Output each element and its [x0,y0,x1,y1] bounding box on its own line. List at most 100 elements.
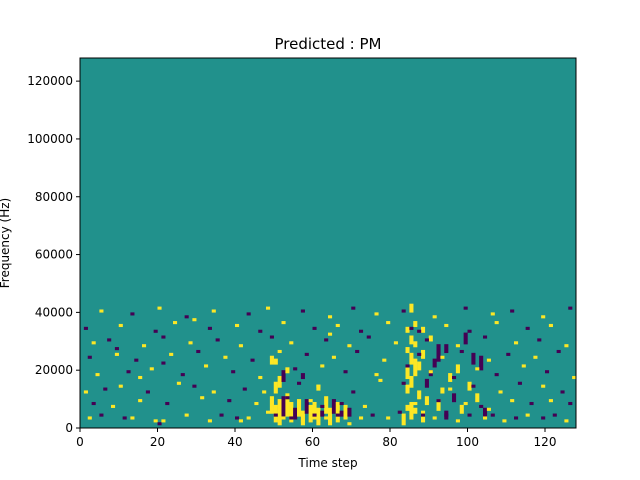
heatmap-run [304,399,309,414]
heatmap-cell [118,384,123,388]
heatmap-cell [235,323,240,328]
heatmap-run [409,401,414,417]
heatmap-cell [537,338,542,342]
heatmap-cell [428,370,433,374]
heatmap-cell [517,381,522,385]
heatmap-cell [514,416,519,420]
heatmap-cell [393,341,398,345]
heatmap-cell [281,321,286,325]
heatmap-cell [254,401,259,406]
heatmap-cell [316,384,321,388]
heatmap-cell [541,416,546,420]
heatmap-cell [335,413,340,417]
heatmap-cell [564,344,569,348]
heatmap-run [440,387,445,394]
heatmap-cell [87,416,92,420]
heatmap-cell [273,413,278,417]
heatmap-cell [161,419,166,423]
heatmap-cell [506,352,511,356]
heatmap-run [455,364,460,374]
heatmap-run [432,358,437,368]
heatmap-run [405,367,410,380]
heatmap-run [320,410,325,417]
heatmap-run [463,332,468,345]
heatmap-run [277,399,282,426]
heatmap-cell [401,309,406,313]
heatmap-cell [436,399,441,403]
heatmap-run [409,352,414,365]
heatmap-cell [161,335,166,339]
heatmap-background [80,58,576,428]
heatmap-cell [277,349,282,354]
y-tick-label: 120000 [27,74,73,88]
heatmap-run [452,393,457,403]
heatmap-cell [510,399,515,403]
heatmap-cell [362,404,367,408]
heatmap-cell [541,384,546,388]
heatmap-cell [494,373,499,377]
heatmap-cell [533,355,538,359]
heatmap-cell [281,416,286,420]
heatmap-cell [297,381,302,385]
heatmap-cell [227,399,232,403]
heatmap-run [339,410,344,417]
heatmap-run [312,401,317,420]
heatmap-cell [347,422,352,426]
heatmap-cell [192,384,197,388]
heatmap-cell [432,315,437,319]
x-tick-label: 20 [150,435,165,449]
heatmap-cell [343,370,348,374]
heatmap-cell [479,404,484,408]
y-axis-label: Frequency (Hz) [0,198,12,289]
heatmap-run [289,401,294,423]
heatmap-cell [455,419,460,423]
heatmap-cell [514,341,519,345]
heatmap-cell [494,321,499,325]
heatmap-run [428,335,433,342]
heatmap-cell [339,401,344,406]
heatmap-cell [207,419,212,423]
heatmap-cell [351,390,356,394]
heatmap-run [413,407,418,414]
heatmap-cell [405,364,410,368]
heatmap-run [424,396,429,406]
heatmap-cell [266,306,271,310]
heatmap-cell [138,375,143,380]
heatmap-cell [312,326,317,330]
heatmap-cell [548,323,553,328]
heatmap-cell [262,390,267,394]
heatmap-cell [421,413,426,417]
x-tick-label: 80 [382,435,397,449]
heatmap-cell [83,390,88,394]
heatmap-cell [459,349,464,354]
heatmap-cell [184,315,189,319]
heatmap-cell [529,401,534,406]
x-axis-label: Time step [297,456,357,470]
heatmap-cell [130,416,135,420]
heatmap-cell [157,306,162,310]
heatmap-run [281,396,286,420]
heatmap-run [300,410,305,426]
heatmap-cell [87,355,92,359]
heatmap-cell [432,416,437,420]
chart-title: Predicted : PM [275,35,382,53]
heatmap-cell [331,355,336,359]
heatmap-cell [486,407,491,411]
heatmap-run [417,390,422,400]
heatmap-cell [386,416,391,420]
heatmap-run [269,355,274,365]
heatmap-cell [300,419,305,423]
heatmap-cell [153,329,158,333]
x-tick-label: 60 [305,435,320,449]
x-tick-label: 0 [76,435,84,449]
heatmap-cell [192,318,197,322]
heatmap-run [413,358,418,377]
heatmap-cell [289,416,294,420]
heatmap-cell [483,416,488,420]
y-tick-label: 80000 [35,190,73,204]
heatmap-cell [142,344,147,348]
heatmap-cell [111,404,116,408]
y-tick-label: 0 [65,421,73,435]
heatmap-cell [452,375,457,380]
